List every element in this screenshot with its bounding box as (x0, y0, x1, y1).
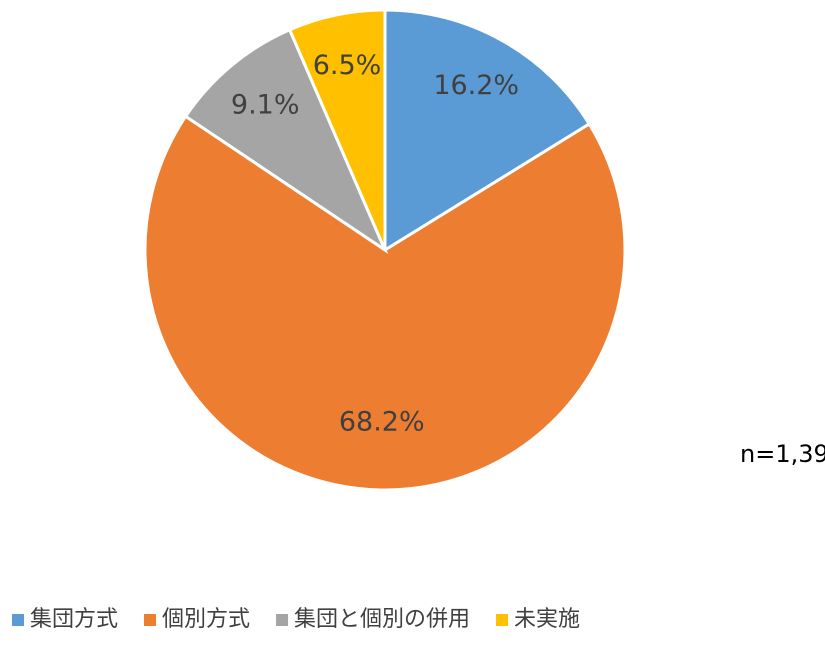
data-label: 16.2% (433, 70, 519, 101)
pie-slice (183, 27, 389, 255)
annotation: n=1,391 (740, 440, 825, 468)
legend-label: 個別方式 (162, 607, 250, 632)
pie-slice (383, 8, 592, 253)
legend-label: 集団方式 (30, 607, 118, 632)
data-label: 6.5% (313, 50, 382, 81)
data-label: 68.2% (339, 406, 425, 437)
legend-label: 未実施 (514, 607, 580, 632)
legend-swatch (12, 614, 24, 626)
legend-swatch (496, 614, 509, 626)
legend-swatch (144, 614, 157, 626)
pie-slice (143, 114, 627, 492)
legend-label: 集団と個別の併用 (294, 607, 470, 632)
legend-swatch (276, 614, 289, 626)
data-label: 9.1% (231, 90, 300, 121)
pie-slice (287, 8, 387, 251)
